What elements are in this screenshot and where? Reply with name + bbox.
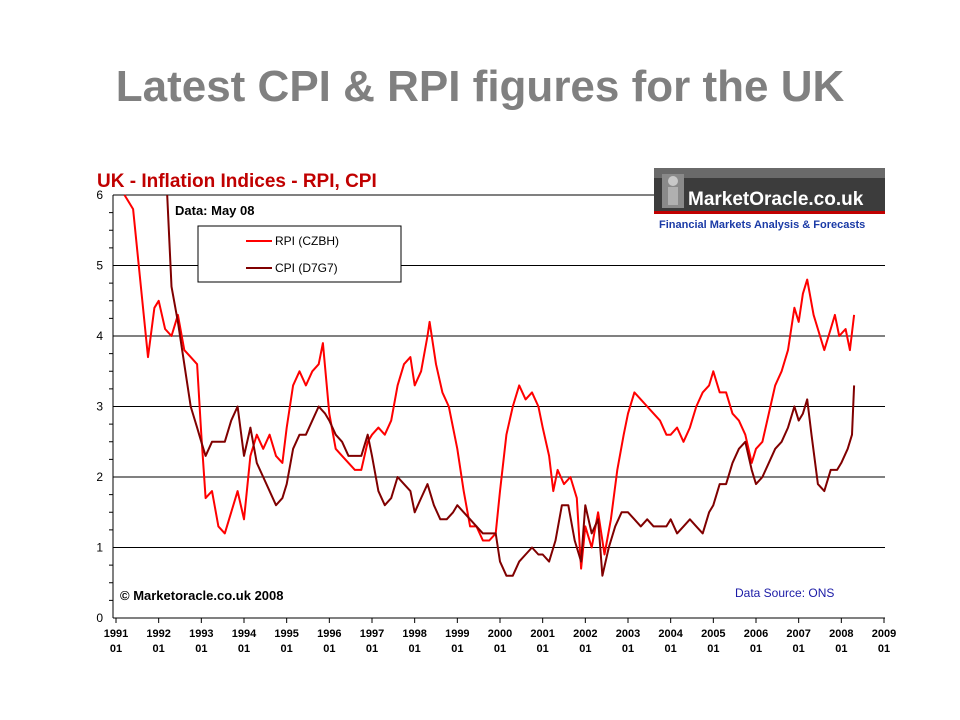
legend-box [197,225,402,283]
x-tick-year: 2002 [573,628,597,640]
x-tick-month: 01 [323,643,335,655]
y-tick-label: 5 [96,259,103,273]
x-tick-month: 01 [579,643,591,655]
x-tick-month: 01 [451,643,463,655]
x-tick-month: 01 [281,643,293,655]
x-tick-year: 1993 [189,628,213,640]
x-tick-year: 2003 [616,628,640,640]
series-lines [123,194,856,577]
x-tick-year: 1999 [445,628,469,640]
x-tick-month: 01 [665,643,677,655]
grid-lines [109,194,885,601]
x-tick-year: 2000 [488,628,512,640]
x-tick-month: 01 [409,643,421,655]
x-tick-year: 2005 [701,628,725,640]
x-tick-year: 1996 [317,628,341,640]
x-tick-month: 01 [537,643,549,655]
marketoracle-logo: MarketOracle.co.uk Financial Markets Ana… [654,168,885,231]
y-tick-labels: 0 1 2 3 4 5 6 [96,188,103,625]
statue-icon [662,174,684,208]
y-tick-label: 1 [96,541,103,555]
series-line-rpi [123,194,856,570]
x-tick-month: 01 [835,643,847,655]
legend-label-cpi: CPI (D7G7) [275,261,338,275]
x-tick-year: 1994 [232,628,257,640]
x-tick-month: 01 [707,643,719,655]
x-tick-year: 2006 [744,628,768,640]
x-tick-year: 1997 [360,628,384,640]
x-tick-year: 2009 [872,628,896,640]
x-tick-year: 1992 [146,628,170,640]
x-tick-month: 01 [366,643,378,655]
data-source-note: Data Source: ONS [735,586,834,600]
logo-tagline: Financial Markets Analysis & Forecasts [659,219,865,231]
data-date-note: Data: May 08 [175,203,254,218]
x-tick-labels: 1991 01 1992 01 1993 01 1994 01 1995 01 1996 01 1997… [104,618,896,655]
series-line-cpi [166,194,856,577]
logo-banner-highlight [654,168,885,178]
y-tick-label: 6 [96,188,103,202]
x-tick-year: 2007 [786,628,810,640]
x-tick-month: 01 [110,643,122,655]
x-tick-year: 1998 [402,628,426,640]
x-tick-month: 01 [195,643,207,655]
legend: RPI (CZBH) CPI (D7G7) [197,225,402,283]
x-tick-year: 2008 [829,628,853,640]
legend-label-rpi: RPI (CZBH) [275,234,339,248]
x-tick-month: 01 [622,643,634,655]
x-tick-month: 01 [238,643,250,655]
x-tick-month: 01 [878,643,890,655]
x-tick-year: 2001 [530,628,554,640]
copyright-note: © Marketoracle.co.uk 2008 [120,588,284,603]
logo-text: MarketOracle.co.uk [688,189,864,210]
slide-title: Latest CPI & RPI figures for the UK [115,62,845,111]
x-tick-month: 01 [153,643,165,655]
y-tick-label: 3 [96,400,103,414]
x-tick-month: 01 [494,643,506,655]
x-tick-year: 1991 [104,628,128,640]
x-tick-month: 01 [793,643,805,655]
chart-title: UK - Inflation Indices - RPI, CPI [97,171,377,192]
x-tick-month: 01 [750,643,762,655]
logo-underline [654,211,885,214]
y-tick-label: 4 [96,329,103,343]
y-tick-label: 2 [96,470,103,484]
x-tick-year: 1995 [274,628,298,640]
y-tick-label: 0 [96,611,103,625]
x-tick-year: 2004 [658,628,683,640]
